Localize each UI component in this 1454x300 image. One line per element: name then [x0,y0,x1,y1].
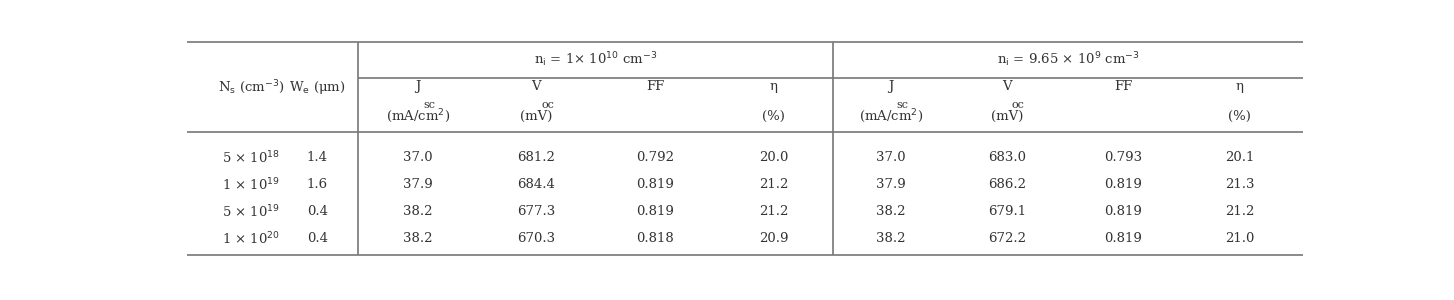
Text: V: V [1002,80,1012,93]
Text: 1.4: 1.4 [307,151,327,164]
Text: sc: sc [423,100,435,110]
Text: 38.2: 38.2 [877,232,906,245]
Text: 20.9: 20.9 [759,232,788,245]
Text: 21.2: 21.2 [759,205,788,218]
Text: 5 × 10$^{\mathsf{19}}$: 5 × 10$^{\mathsf{19}}$ [222,203,281,220]
Text: 21.3: 21.3 [1224,178,1255,191]
Text: 37.9: 37.9 [875,178,906,191]
Text: 670.3: 670.3 [518,232,555,245]
Text: 1.6: 1.6 [307,178,329,191]
Text: 21.0: 21.0 [1224,232,1255,245]
Text: 38.2: 38.2 [403,205,432,218]
Text: 686.2: 686.2 [989,178,1027,191]
Text: J: J [414,80,420,93]
Text: (mV): (mV) [992,110,1024,123]
Text: (mV): (mV) [521,110,553,123]
Text: 37.9: 37.9 [403,178,433,191]
Text: 0.4: 0.4 [307,232,327,245]
Text: 20.1: 20.1 [1224,151,1255,164]
Text: 21.2: 21.2 [759,178,788,191]
Text: (mA/cm$^{\mathsf{2}}$): (mA/cm$^{\mathsf{2}}$) [859,107,923,125]
Text: (mA/cm$^{\mathsf{2}}$): (mA/cm$^{\mathsf{2}}$) [385,107,449,125]
Text: N$_\mathsf{s}$ (cm$^{\mathsf{-3}}$): N$_\mathsf{s}$ (cm$^{\mathsf{-3}}$) [218,78,285,96]
Text: 684.4: 684.4 [518,178,555,191]
Text: (%): (%) [1229,110,1250,123]
Text: 5 × 10$^{\mathsf{18}}$: 5 × 10$^{\mathsf{18}}$ [222,149,281,166]
Text: 0.819: 0.819 [635,178,673,191]
Text: V: V [532,80,541,93]
Text: 0.4: 0.4 [307,205,327,218]
Text: (%): (%) [762,110,785,123]
Text: sc: sc [896,100,909,110]
Text: oc: oc [1012,100,1025,110]
Text: 37.0: 37.0 [403,151,432,164]
Text: n$_\mathsf{i}$ = 1× 10$^{\mathsf{10}}$ cm$^{\mathsf{-3}}$: n$_\mathsf{i}$ = 1× 10$^{\mathsf{10}}$ c… [534,50,657,69]
Text: FF: FF [646,80,664,93]
Text: 1 × 10$^{\mathsf{19}}$: 1 × 10$^{\mathsf{19}}$ [222,176,281,193]
Text: FF: FF [1114,80,1133,93]
Text: 681.2: 681.2 [518,151,555,164]
Text: η: η [769,80,778,93]
Text: 0.793: 0.793 [1104,151,1143,164]
Text: W$_\mathsf{e}$ (μm): W$_\mathsf{e}$ (μm) [289,79,346,96]
Text: n$_\mathsf{i}$ = 9.65 × 10$^{\mathsf{9}}$ cm$^{\mathsf{-3}}$: n$_\mathsf{i}$ = 9.65 × 10$^{\mathsf{9}}… [996,50,1138,69]
Text: 38.2: 38.2 [403,232,432,245]
Text: 1 × 10$^{\mathsf{20}}$: 1 × 10$^{\mathsf{20}}$ [222,230,281,247]
Text: 20.0: 20.0 [759,151,788,164]
Text: 0.818: 0.818 [635,232,673,245]
Text: 679.1: 679.1 [989,205,1027,218]
Text: J: J [888,80,894,93]
Text: 0.819: 0.819 [1105,205,1143,218]
Text: 0.792: 0.792 [635,151,673,164]
Text: 0.819: 0.819 [1105,178,1143,191]
Text: 0.819: 0.819 [1105,232,1143,245]
Text: 38.2: 38.2 [877,205,906,218]
Text: 21.2: 21.2 [1224,205,1255,218]
Text: 677.3: 677.3 [518,205,555,218]
Text: 37.0: 37.0 [877,151,906,164]
Text: oc: oc [541,100,554,110]
Text: 0.819: 0.819 [635,205,673,218]
Text: η: η [1236,80,1243,93]
Text: 672.2: 672.2 [989,232,1027,245]
Text: 683.0: 683.0 [989,151,1027,164]
